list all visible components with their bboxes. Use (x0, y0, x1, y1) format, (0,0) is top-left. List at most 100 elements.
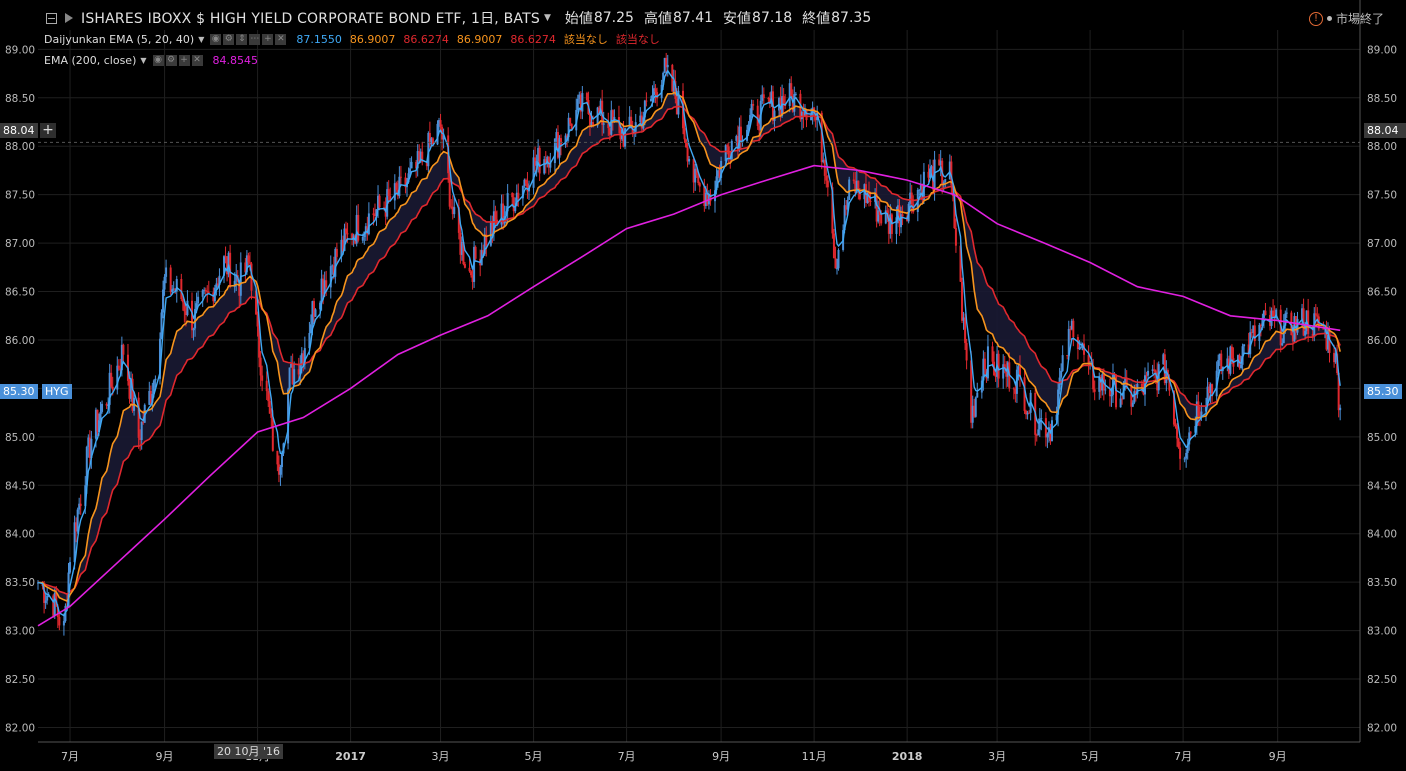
y-tick-label-left: 84.50 (5, 480, 35, 492)
candle-body (1124, 377, 1127, 383)
candle-body (158, 338, 161, 379)
candle-body (523, 179, 526, 186)
candle-body (724, 145, 727, 161)
candle-body (918, 189, 921, 191)
candle-body (319, 302, 322, 310)
candle-body (288, 367, 291, 390)
plus-icon[interactable]: + (262, 33, 274, 45)
legend-ema-ribbon-name[interactable]: Daijyunkan EMA (5, 20, 40) (44, 32, 195, 46)
candle-body (280, 453, 283, 468)
candle-body (84, 485, 87, 506)
close-icon[interactable]: ✕ (191, 54, 203, 66)
candle-body (299, 363, 302, 375)
candle-body (514, 206, 517, 212)
candle-body (704, 193, 707, 206)
chevron-down-icon[interactable]: ▼ (198, 34, 205, 44)
candle-body (453, 207, 456, 215)
candle-body (1108, 389, 1111, 397)
y-tick-label-right: 83.00 (1367, 626, 1397, 638)
candle-body (1151, 369, 1154, 371)
candle-body (1058, 377, 1061, 390)
settings-icon[interactable]: ⚙ (223, 33, 235, 45)
chevron-down-icon[interactable]: ▼ (140, 55, 147, 65)
candle-body (1284, 313, 1287, 326)
settings-icon[interactable]: ⚙ (165, 54, 177, 66)
candle-body (749, 115, 752, 125)
y-tick-label-left: 82.50 (5, 674, 35, 686)
candle-body (287, 389, 290, 444)
candle-body (942, 182, 945, 185)
legend-ema200-name[interactable]: EMA (200, close) (44, 53, 137, 67)
candle-body (1015, 369, 1018, 394)
candle-body (377, 195, 380, 210)
candle-body (181, 299, 184, 303)
candle-body (986, 346, 989, 379)
candle-body (1226, 358, 1229, 367)
y-tick-label-right: 88.00 (1367, 141, 1397, 153)
candle-body (1307, 310, 1310, 334)
candle-body (1209, 384, 1212, 393)
candle-body (654, 88, 657, 93)
candle-body (898, 205, 901, 228)
candle-body (169, 267, 172, 293)
candle-body (340, 239, 343, 257)
candle-body (1188, 432, 1191, 445)
candle-body (1322, 328, 1325, 330)
candle-body (1262, 310, 1265, 318)
candle-body (944, 179, 947, 183)
candle-body (345, 228, 348, 234)
candle-body (270, 413, 273, 418)
candle-body (1198, 416, 1201, 418)
move-icon[interactable]: ⇕ (236, 33, 248, 45)
candle-body (1012, 388, 1015, 390)
candle-body (553, 138, 556, 164)
candle-body (1172, 390, 1175, 425)
candle-body (1140, 383, 1143, 388)
candle-body (1026, 412, 1029, 415)
candle-body (389, 196, 392, 201)
candle-body (1218, 353, 1221, 361)
close-icon[interactable]: ✕ (275, 33, 287, 45)
candle-body (1038, 418, 1041, 430)
candle-body (517, 192, 520, 199)
candle-body (1195, 401, 1198, 427)
candle-body (47, 595, 50, 597)
more-icon[interactable]: ⋯ (249, 33, 261, 45)
add-alert-icon[interactable]: + (40, 123, 56, 138)
candle-body (1272, 310, 1275, 317)
candle-body (485, 234, 488, 246)
y-tick-label-right: 89.00 (1367, 44, 1397, 56)
collapse-icon[interactable] (46, 12, 57, 24)
candle-body (1098, 376, 1101, 392)
candle-body (645, 100, 648, 102)
x-tick-label: 9月 (1269, 750, 1287, 763)
warning-icon[interactable]: ! (1308, 11, 1323, 26)
candle-body (79, 503, 82, 506)
candle-body (1339, 407, 1342, 411)
candle-body (122, 344, 125, 355)
candle-body (971, 405, 974, 423)
eye-icon[interactable]: ◉ (152, 54, 164, 66)
candle-body (768, 98, 771, 104)
candle-body (973, 405, 976, 417)
candle-body (346, 233, 349, 235)
candle-body (1328, 330, 1331, 353)
legend-ema-value: 該当なし (563, 33, 608, 46)
candle-body (303, 348, 306, 365)
candle-body (90, 438, 93, 459)
symbol-title[interactable]: ISHARES IBOXX $ HIGH YIELD CORPORATE BON… (81, 11, 540, 27)
candle-body (421, 151, 424, 163)
candle-body (1168, 379, 1171, 391)
candle-body (1025, 410, 1028, 415)
chevron-down-icon[interactable]: ▼ (543, 13, 551, 23)
candle-body (727, 146, 730, 159)
plus-icon[interactable]: + (178, 54, 190, 66)
candle-body (1333, 352, 1336, 363)
candle-body (1189, 432, 1192, 434)
candle-body (355, 214, 358, 244)
candle-body (970, 360, 973, 423)
candle-body (117, 365, 120, 369)
x-tick-label: 9月 (156, 750, 174, 763)
eye-icon[interactable]: ◉ (210, 33, 222, 45)
